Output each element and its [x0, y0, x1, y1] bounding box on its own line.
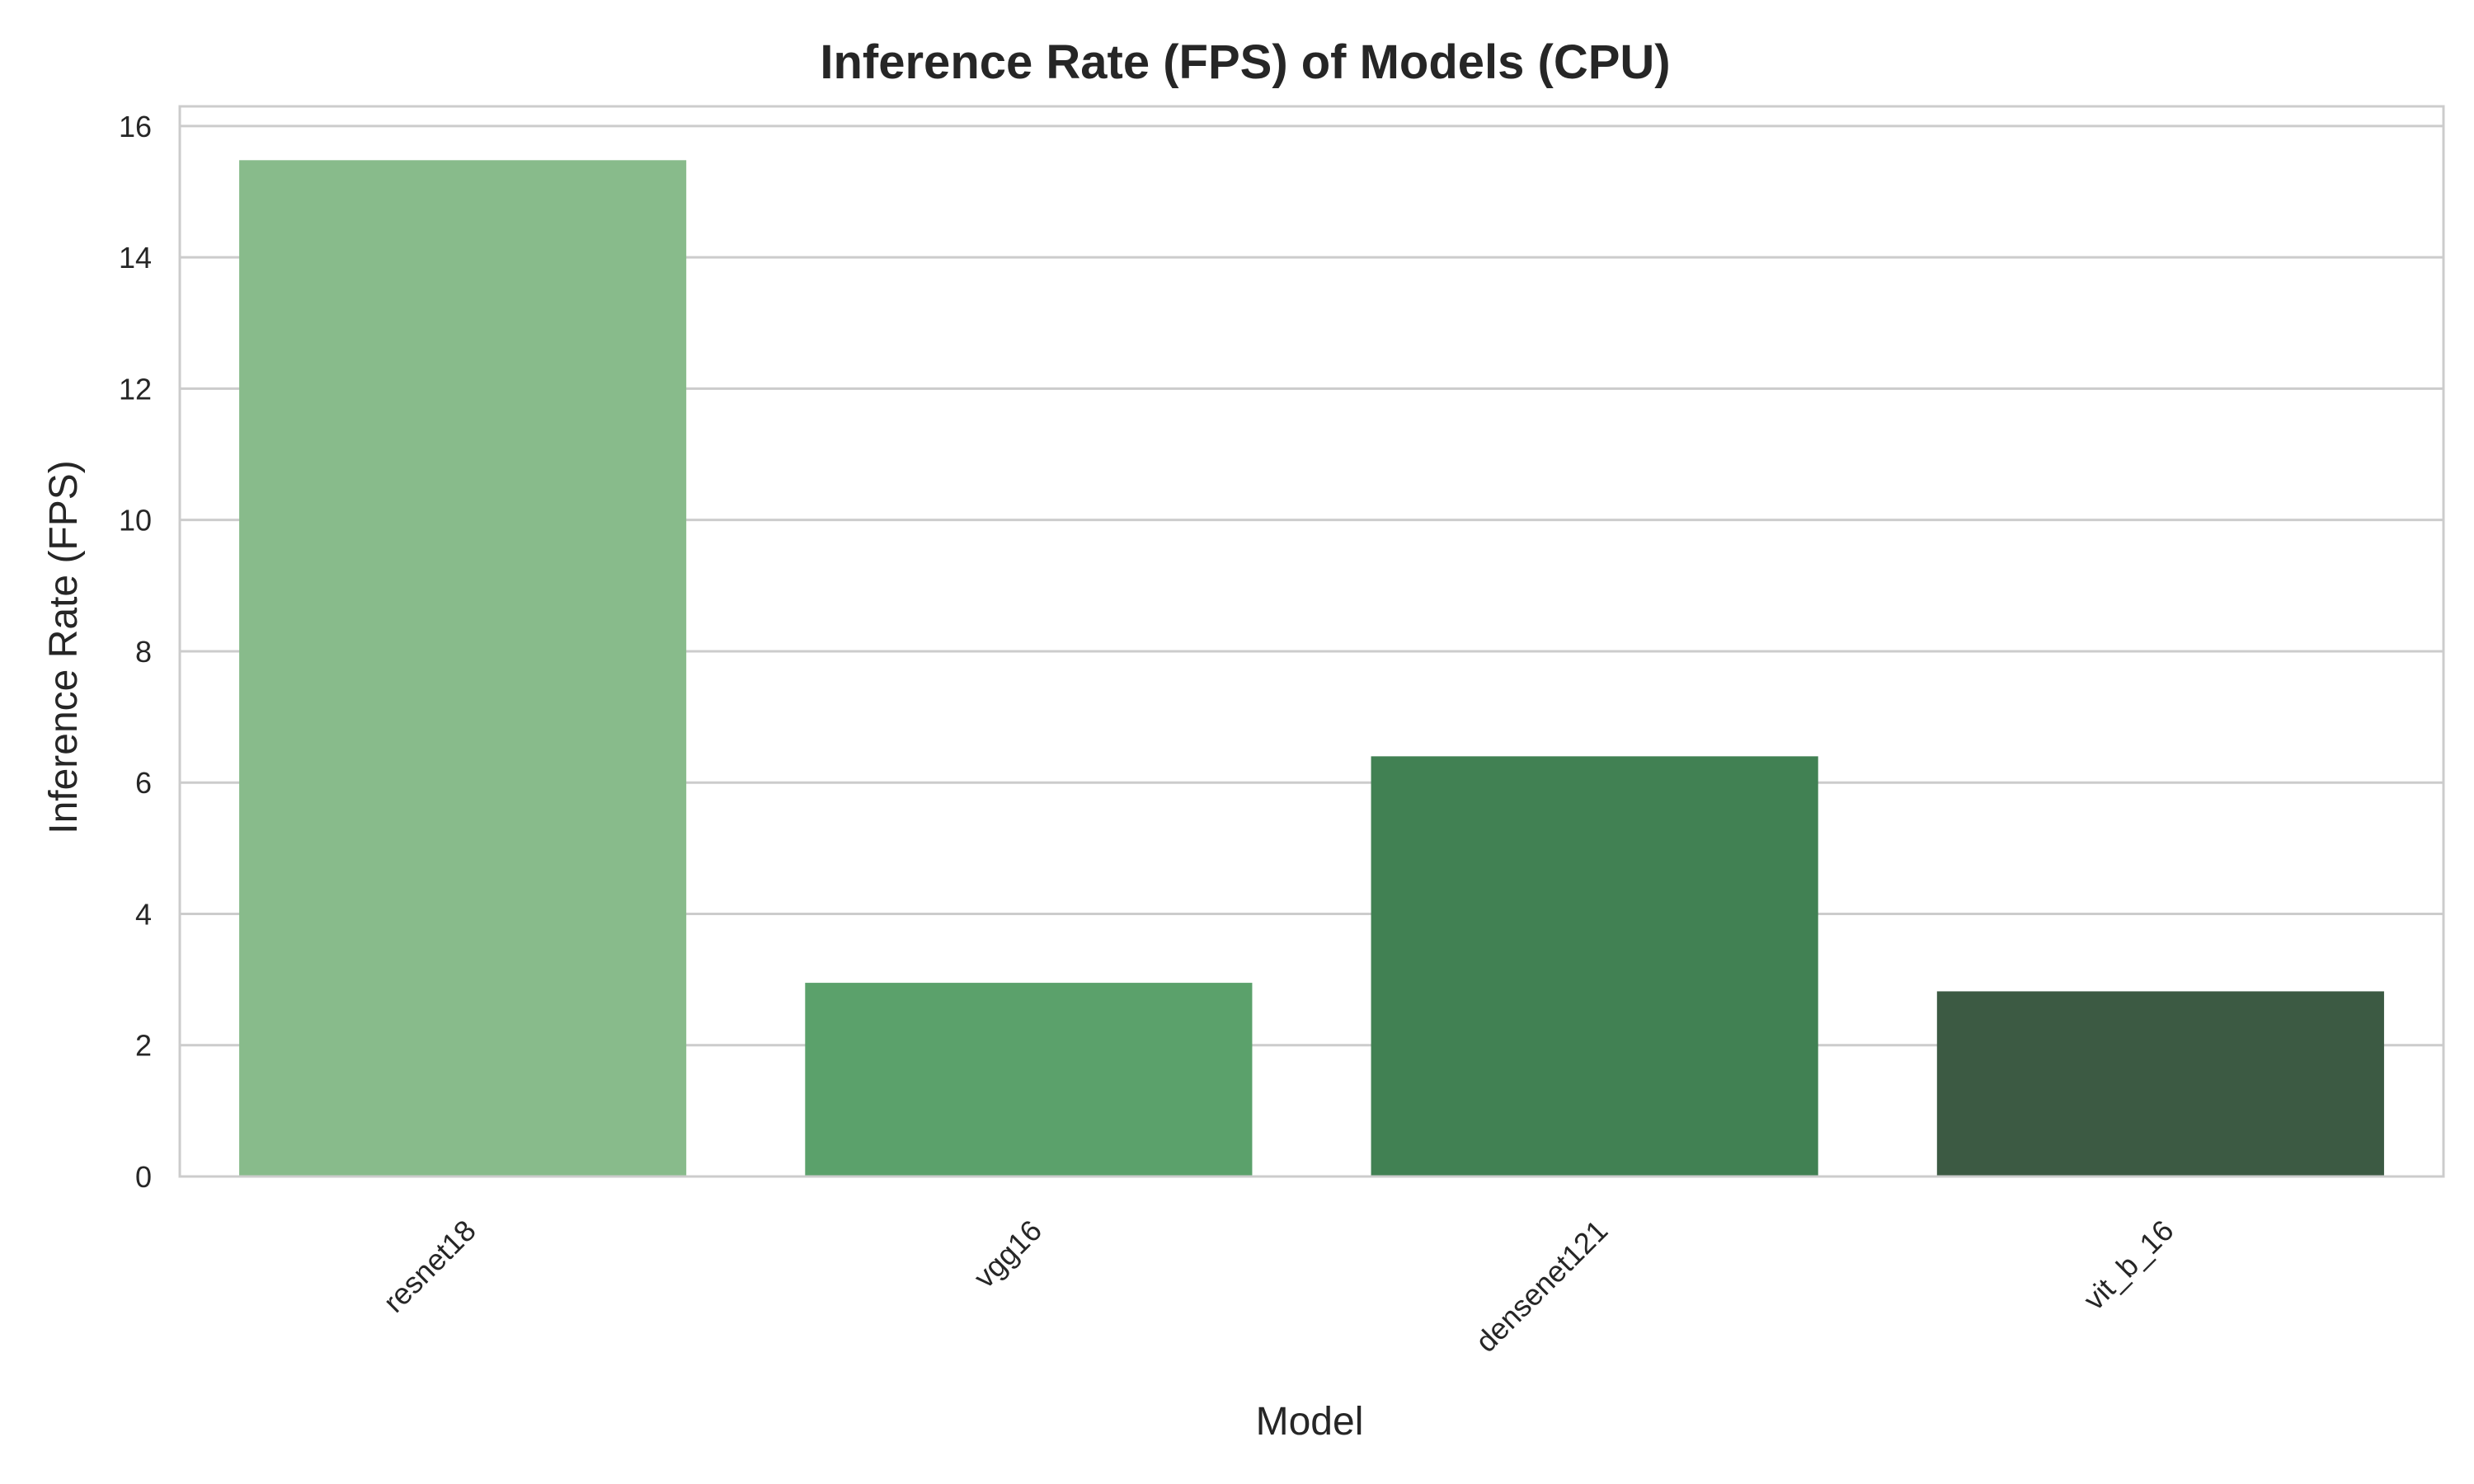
y-tick-label: 12: [119, 372, 152, 406]
y-tick-label: 8: [135, 635, 152, 669]
y-axis-ticks: 0 2 4 6 8 10 12 14 16: [119, 110, 152, 1194]
plot-frame: [178, 105, 2445, 1178]
bar-resnet18: [239, 160, 687, 1177]
bar-vgg16: [805, 983, 1253, 1176]
bar-densenet121: [1371, 756, 1818, 1176]
y-tick-label: 4: [135, 897, 152, 931]
y-tick-label: 16: [119, 110, 152, 143]
bar-vit_b_16: [1936, 991, 2384, 1176]
y-tick-label: 2: [135, 1029, 152, 1063]
bars: [239, 160, 2384, 1177]
y-axis-title: Inference Rate (FPS): [42, 460, 86, 834]
y-tick-label: 0: [135, 1160, 152, 1194]
y-tick-label: 6: [135, 766, 152, 800]
y-tick-label: 14: [119, 241, 152, 275]
x-axis-title: Model: [1256, 1400, 1364, 1444]
y-tick-label: 10: [119, 504, 152, 538]
chart-title: Inference Rate (FPS) of Models (CPU): [820, 35, 1670, 89]
